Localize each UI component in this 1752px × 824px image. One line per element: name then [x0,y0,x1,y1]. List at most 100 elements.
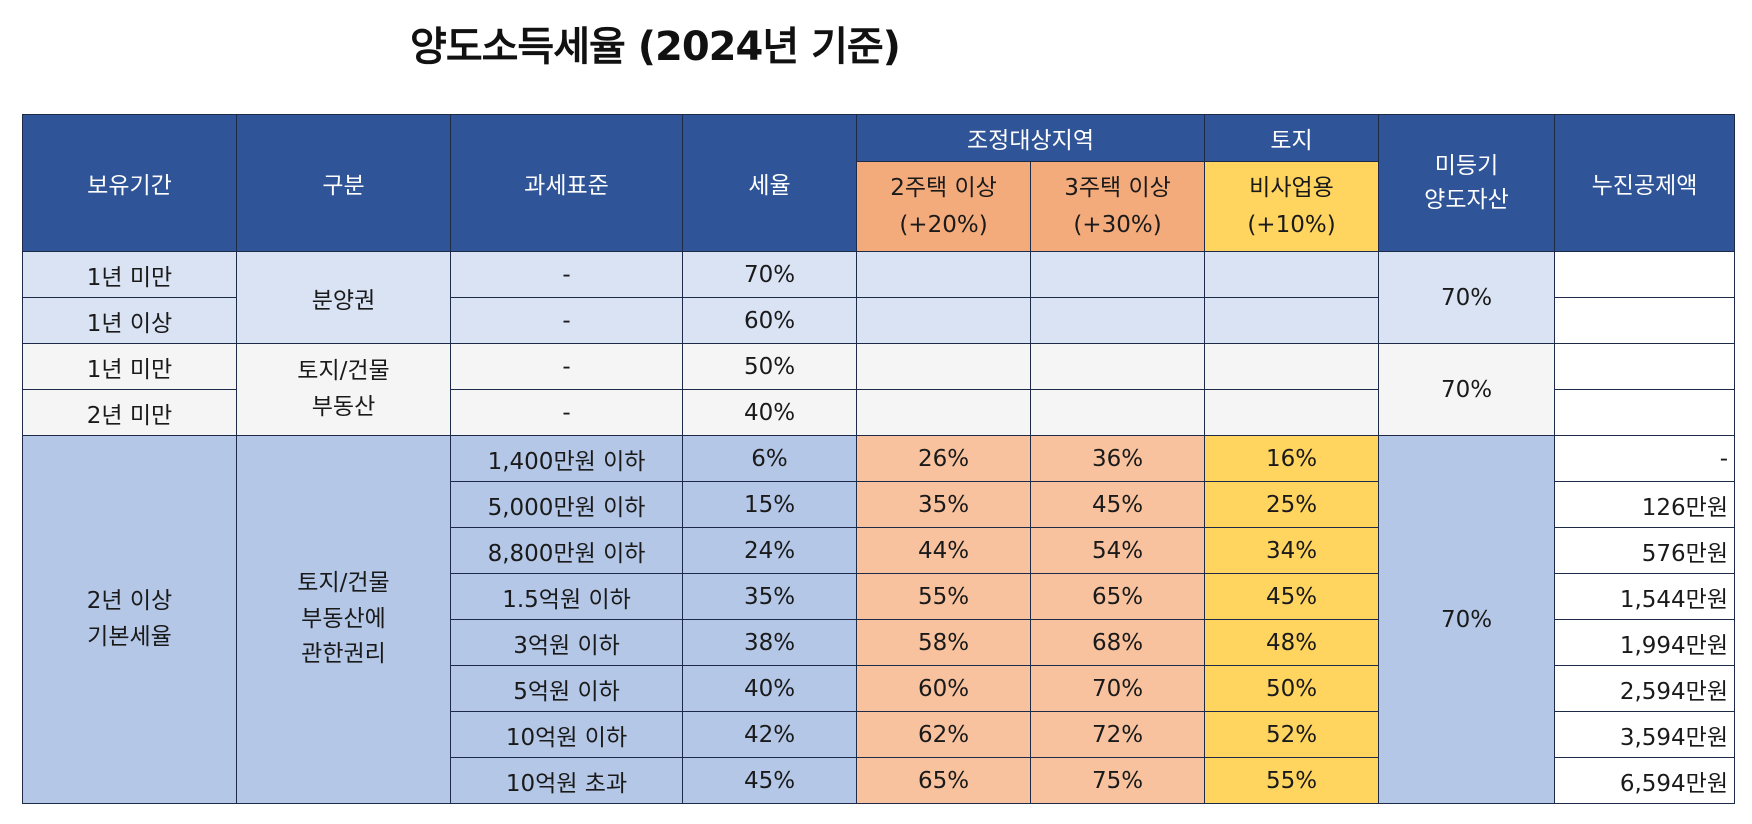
header-non-business-line2: (+10%) [1247,211,1336,238]
three-house-cell: 75% [1030,757,1205,804]
tax-rate-cell: 24% [682,527,857,574]
table-row: 5억원 이하 40% 60% 70% 50% 2,594만원 [23,665,1735,712]
non-business-cell: 45% [1204,573,1379,620]
three-house-cell [1030,297,1205,344]
deduction-cell [1554,297,1735,344]
table-row: 3억원 이하 38% 58% 68% 48% 1,994만원 [23,619,1735,666]
deduction-cell: 126만원 [1554,481,1735,528]
deduction-cell: - [1554,435,1735,482]
header-unregistered-line1: 미등기 [1434,152,1499,179]
two-house-cell: 65% [856,757,1031,804]
tax-base-cell: 8,800만원 이하 [450,527,683,574]
header-category: 구분 [236,114,451,252]
holding-period-cell: 1년 미만 [22,343,237,390]
holding-period-cell: 1년 미만 [22,251,237,298]
non-business-cell [1204,389,1379,436]
header-non-business-line1: 비사업용 [1249,174,1334,201]
two-house-cell: 35% [856,481,1031,528]
header-tax-base: 과세표준 [450,114,683,252]
header-row-1: 보유기간 구분 과세표준 세율 조정대상지역 토지 미등기 양도자산 누진공제액 [22,114,1735,252]
deduction-cell [1554,251,1735,298]
holding-period-basic-cell: 2년 이상 기본세율 [22,435,237,804]
header-adjusted-area: 조정대상지역 [856,114,1205,162]
table-row: 8,800만원 이하 24% 44% 54% 34% 576만원 [23,527,1735,574]
non-business-cell: 50% [1204,665,1379,712]
two-house-cell: 58% [856,619,1031,666]
basic-period-line1: 2년 이상 [86,587,173,614]
non-business-cell: 25% [1204,481,1379,528]
basic-period-line2: 기본세율 [87,623,172,650]
tax-base-cell: - [450,251,683,298]
header-two-house-line2: (+20%) [899,211,988,238]
header-two-house: 2주택 이상 (+20%) [856,161,1031,252]
tax-rate-cell: 15% [682,481,857,528]
three-house-cell: 68% [1030,619,1205,666]
unregistered-basic-cell: 70% [1378,435,1555,804]
table-row: 1년 이상 - 60% [22,297,1735,344]
header-non-business: 비사업용 (+10%) [1204,161,1379,252]
table-row: 5,000만원 이하 15% 35% 45% 25% 126만원 [23,481,1735,528]
non-business-cell: 34% [1204,527,1379,574]
header-three-house-line1: 3주택 이상 [1064,174,1171,201]
tax-rate-cell: 40% [682,665,857,712]
three-house-cell: 54% [1030,527,1205,574]
basic-category-line2: 부동산에 [301,605,386,632]
category-basic-cell: 토지/건물 부동산에 관한권리 [236,435,451,804]
table-row: 2년 이상 기본세율 토지/건물 부동산에 관한권리 1,400만원 이하 6%… [22,435,1735,804]
tax-rate-cell: 6% [682,435,857,482]
three-house-cell [1030,343,1205,390]
tax-rate-cell: 40% [682,389,857,436]
page-title: 양도소득세율 (2024년 기준) [410,24,901,70]
header-land: 토지 [1204,114,1379,162]
header-three-house-line2: (+30%) [1073,211,1162,238]
three-house-cell: 72% [1030,711,1205,758]
table-row: 1년 미만 분양권 - 70% 70% [22,251,1735,344]
deduction-cell: 2,594만원 [1554,665,1735,712]
table-row: 1.5억원 이하 35% 55% 65% 45% 1,544만원 [23,573,1735,620]
tax-rate-cell: 45% [682,757,857,804]
unregistered-cell: 70% [1378,251,1555,344]
category-land-building-line2: 부동산 [311,393,376,420]
deduction-cell: 1,994만원 [1554,619,1735,666]
deduction-cell [1554,343,1735,390]
two-house-cell: 55% [856,573,1031,620]
tax-rate-cell: 60% [682,297,857,344]
three-house-cell: 45% [1030,481,1205,528]
table-row: 2년 미만 - 40% [22,389,1735,436]
tax-base-cell: - [450,389,683,436]
tax-base-cell: 5,000만원 이하 [450,481,683,528]
tax-rate-cell: 50% [682,343,857,390]
two-house-cell [856,343,1031,390]
tax-rate-cell: 42% [682,711,857,758]
category-land-building-line1: 토지/건물 [297,357,390,384]
tax-base-cell: 10억원 초과 [450,757,683,804]
non-business-cell: 16% [1204,435,1379,482]
deduction-cell: 576만원 [1554,527,1735,574]
deduction-cell [1554,389,1735,436]
table-row: 10억원 이하 42% 62% 72% 52% 3,594만원 [23,711,1735,758]
tax-base-cell: 1,400만원 이하 [450,435,683,482]
header-unregistered: 미등기 양도자산 [1378,114,1555,252]
three-house-cell: 65% [1030,573,1205,620]
non-business-cell [1204,343,1379,390]
tax-base-cell: - [450,343,683,390]
basic-category-line3: 관한권리 [301,641,386,668]
non-business-cell: 52% [1204,711,1379,758]
tax-base-cell: 5억원 이하 [450,665,683,712]
two-house-cell [856,297,1031,344]
table-row: 1년 미만 토지/건물 부동산 - 50% 70% [22,343,1735,436]
tax-rate-cell: 70% [682,251,857,298]
table-row: 10억원 초과 45% 65% 75% 55% 6,594만원 [23,757,1735,804]
two-house-cell: 26% [856,435,1031,482]
deduction-cell: 1,544만원 [1554,573,1735,620]
three-house-cell [1030,251,1205,298]
deduction-cell: 3,594만원 [1554,711,1735,758]
tax-base-cell: 1.5억원 이하 [450,573,683,620]
non-business-cell [1204,251,1379,298]
non-business-cell: 48% [1204,619,1379,666]
two-house-cell: 62% [856,711,1031,758]
header-holding-period: 보유기간 [22,114,237,252]
header-three-house: 3주택 이상 (+30%) [1030,161,1205,252]
tax-base-cell: 3억원 이하 [450,619,683,666]
header-unregistered-line2: 양도자산 [1424,187,1509,213]
